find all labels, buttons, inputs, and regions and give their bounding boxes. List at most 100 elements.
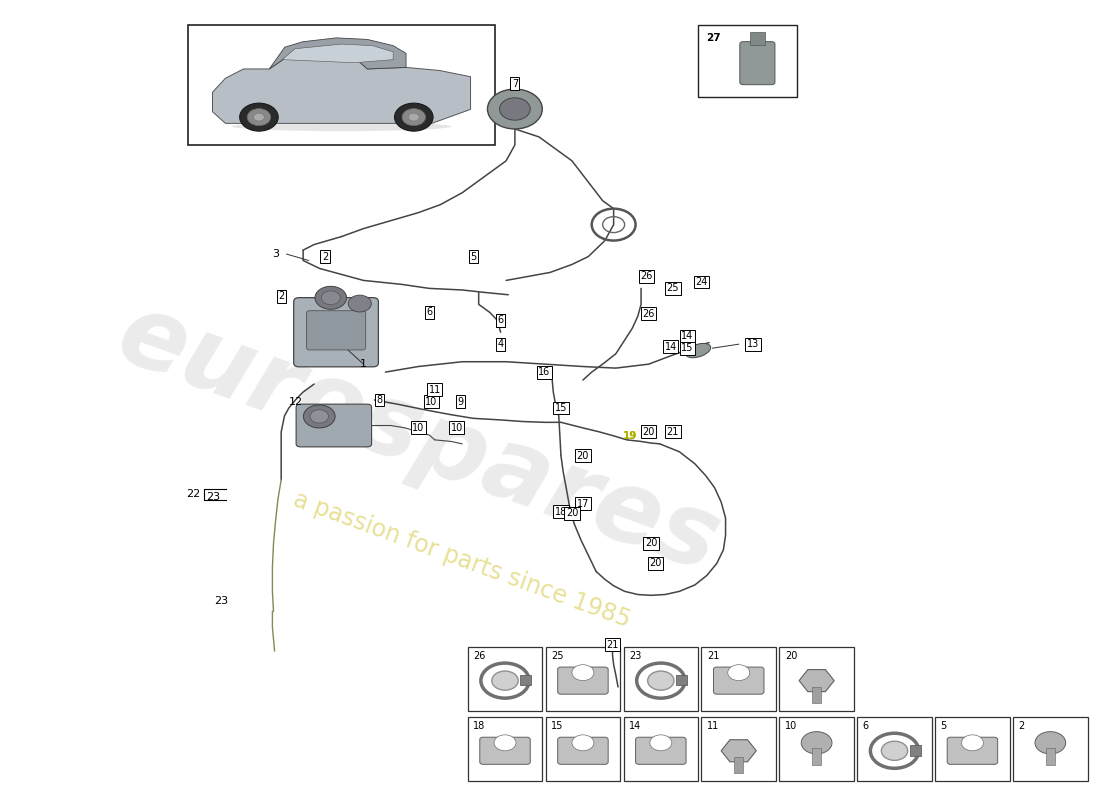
Circle shape	[494, 735, 516, 750]
Text: 10: 10	[426, 397, 438, 406]
Text: 23: 23	[629, 651, 641, 661]
Text: 6: 6	[862, 722, 869, 731]
Bar	[468, 647, 542, 711]
Text: 17: 17	[576, 498, 590, 509]
Text: 20: 20	[784, 651, 798, 661]
Text: 18: 18	[473, 722, 485, 731]
Text: 21: 21	[667, 427, 679, 437]
Text: 11: 11	[429, 385, 441, 394]
Circle shape	[728, 665, 750, 681]
Bar	[546, 718, 620, 781]
Text: 10: 10	[784, 722, 798, 731]
FancyBboxPatch shape	[750, 32, 766, 45]
Circle shape	[648, 671, 674, 690]
Bar	[857, 718, 932, 781]
Text: 2: 2	[1019, 722, 1025, 731]
Text: 1: 1	[360, 359, 367, 369]
Text: 23: 23	[213, 596, 228, 606]
Text: 6: 6	[497, 315, 504, 326]
FancyBboxPatch shape	[740, 42, 774, 85]
Bar	[779, 647, 854, 711]
FancyBboxPatch shape	[294, 298, 378, 367]
Text: 27: 27	[706, 34, 721, 43]
Text: 5: 5	[497, 315, 504, 326]
Text: 26: 26	[642, 309, 654, 319]
Polygon shape	[283, 44, 393, 62]
Bar	[735, 757, 744, 773]
Text: 15: 15	[681, 343, 693, 353]
FancyBboxPatch shape	[714, 667, 764, 694]
Text: 20: 20	[565, 508, 579, 518]
Text: 9: 9	[456, 397, 463, 406]
Polygon shape	[722, 740, 757, 762]
Bar	[698, 26, 796, 97]
Bar	[935, 718, 1010, 781]
Text: 24: 24	[695, 277, 707, 287]
Bar	[702, 647, 776, 711]
Text: 15: 15	[551, 722, 563, 731]
Circle shape	[248, 109, 271, 126]
FancyBboxPatch shape	[307, 310, 365, 350]
Text: 19: 19	[623, 431, 637, 441]
Text: 5: 5	[940, 722, 947, 731]
Bar	[624, 647, 698, 711]
Circle shape	[395, 103, 433, 131]
Polygon shape	[270, 38, 406, 69]
Circle shape	[304, 405, 336, 428]
Bar	[812, 747, 821, 765]
FancyBboxPatch shape	[947, 738, 998, 764]
Bar	[812, 687, 821, 703]
Circle shape	[572, 665, 594, 681]
Text: 10: 10	[451, 423, 463, 433]
Bar	[624, 718, 698, 781]
Circle shape	[1035, 732, 1066, 754]
Circle shape	[408, 114, 419, 121]
Circle shape	[310, 410, 329, 423]
Polygon shape	[799, 670, 834, 692]
Circle shape	[402, 109, 426, 126]
Text: 14: 14	[664, 342, 676, 351]
Circle shape	[254, 114, 264, 121]
Bar	[188, 26, 495, 145]
Circle shape	[801, 732, 832, 754]
Text: 25: 25	[667, 283, 679, 294]
Text: 26: 26	[640, 271, 652, 282]
Circle shape	[240, 103, 278, 131]
Text: 21: 21	[606, 640, 618, 650]
Circle shape	[315, 286, 346, 310]
Circle shape	[492, 671, 518, 690]
Text: a passion for parts since 1985: a passion for parts since 1985	[290, 487, 634, 632]
Bar	[1013, 718, 1088, 781]
Text: 20: 20	[645, 538, 657, 549]
Bar	[779, 718, 854, 781]
Text: 13: 13	[747, 339, 759, 349]
Circle shape	[650, 735, 672, 750]
Polygon shape	[212, 52, 471, 123]
Text: 26: 26	[473, 651, 485, 661]
Text: 3: 3	[272, 249, 279, 259]
Bar	[520, 675, 531, 686]
Text: 19: 19	[623, 431, 637, 441]
Text: 8: 8	[377, 395, 383, 405]
Text: 11: 11	[707, 722, 719, 731]
Bar	[546, 647, 620, 711]
Text: 5: 5	[470, 251, 476, 262]
Text: 14: 14	[681, 331, 693, 342]
Text: 2: 2	[278, 291, 284, 302]
Text: 20: 20	[576, 451, 590, 461]
Text: 15: 15	[554, 403, 568, 413]
Circle shape	[572, 735, 594, 750]
Text: 10: 10	[412, 423, 425, 433]
Bar	[676, 675, 688, 686]
Text: 4: 4	[497, 339, 504, 349]
FancyBboxPatch shape	[558, 738, 608, 764]
Bar	[1046, 747, 1055, 765]
Text: 6: 6	[426, 307, 432, 318]
Text: 18: 18	[554, 506, 568, 517]
Bar	[702, 718, 776, 781]
Ellipse shape	[685, 343, 711, 358]
Circle shape	[349, 295, 372, 312]
Circle shape	[487, 89, 542, 129]
Circle shape	[881, 742, 907, 760]
Text: 2: 2	[322, 251, 328, 262]
